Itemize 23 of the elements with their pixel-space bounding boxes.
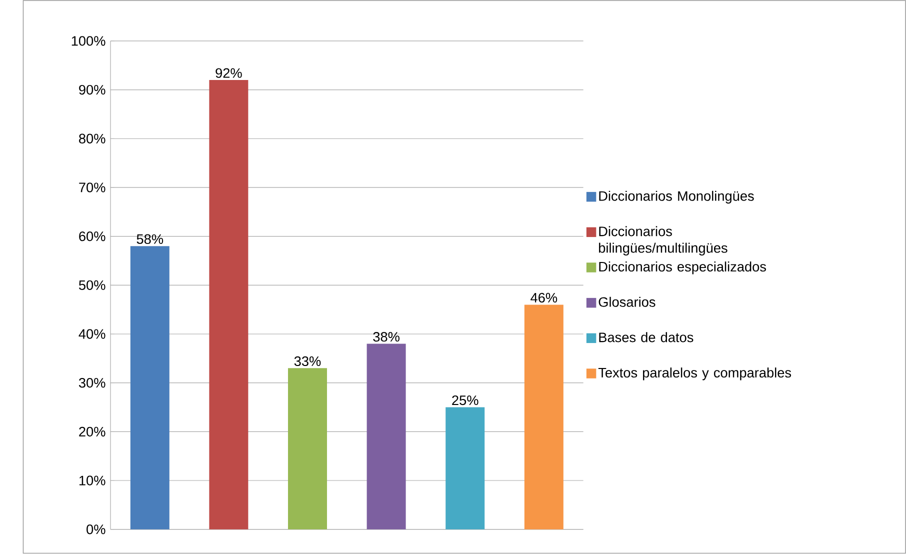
legend-label: Diccionarios especializados	[599, 262, 766, 274]
data-label: 33%	[294, 356, 321, 366]
legend-label: Textos paralelos y comparables	[598, 368, 792, 380]
legend-label: Diccionarios Monolingües	[599, 190, 754, 204]
data-label: 38%	[373, 332, 400, 342]
y-tick-label: 80%	[79, 134, 106, 144]
y-tick-label: 100%	[72, 36, 106, 46]
y-tick-label: 10%	[79, 476, 106, 486]
y-tick-label: 20%	[79, 426, 106, 437]
y-tick-label: 60%	[79, 232, 106, 242]
y-tick-label: 0%	[86, 524, 106, 534]
y-tick-label: 40%	[78, 329, 106, 339]
y-tick-label: 70%	[79, 182, 106, 192]
legend-label: Diccionarios bilingües/multilingües	[599, 226, 728, 256]
y-tick-label: 50%	[78, 280, 106, 290]
y-tick-label: 30%	[78, 378, 106, 388]
legend-label: Glosarios	[598, 296, 656, 307]
y-tick-label: 90%	[79, 85, 106, 95]
legend-label: Bases de datos	[599, 332, 694, 342]
data-label: 46%	[530, 293, 558, 303]
data-label: 92%	[216, 68, 242, 78]
data-label: 58%	[136, 234, 164, 244]
data-label: 25%	[452, 396, 478, 406]
